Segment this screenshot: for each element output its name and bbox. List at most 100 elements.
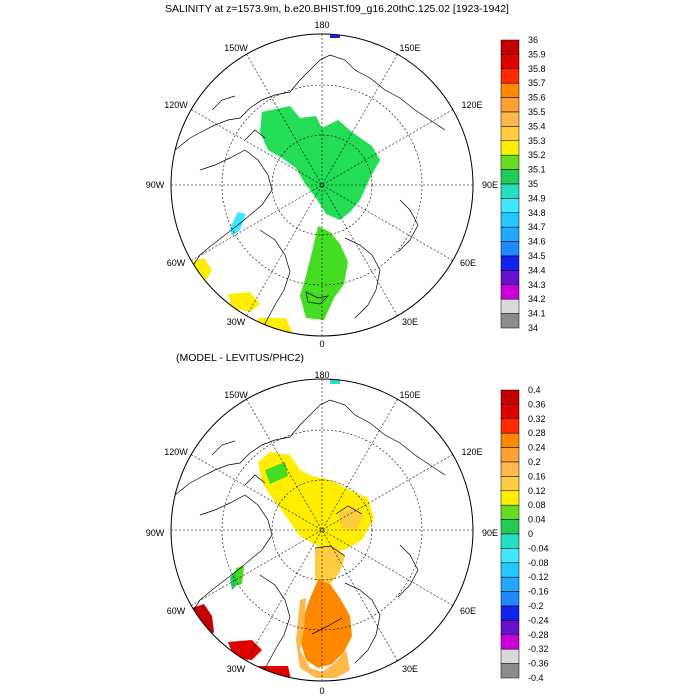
svg-text:120W: 120W	[164, 100, 188, 110]
legend-label: 0.2	[528, 457, 541, 467]
legend-swatch	[500, 389, 520, 405]
legend-swatch	[500, 169, 520, 185]
legend-swatch	[500, 663, 520, 679]
legend-swatch	[500, 461, 520, 477]
legend-swatch	[500, 476, 520, 492]
legend-label: 34	[528, 323, 538, 333]
legend-label: -0.36	[528, 659, 549, 669]
coastlines	[174, 54, 446, 331]
barents-slope-cell	[315, 546, 345, 584]
legend-label: 34.9	[528, 193, 546, 203]
legend-label: 34.7	[528, 222, 546, 232]
legend-swatch	[500, 183, 520, 199]
legend-label: 0.24	[528, 443, 546, 453]
baffin-bay-edge	[230, 570, 236, 590]
legend-label: -0.08	[528, 558, 549, 568]
legend-label: 35.5	[528, 107, 546, 117]
svg-text:180: 180	[314, 20, 329, 30]
legend-label: 34.8	[528, 208, 546, 218]
svg-text:150W: 150W	[224, 43, 248, 53]
legend-swatch	[500, 298, 520, 314]
svg-text:30W: 30W	[227, 317, 246, 327]
legend-swatch	[500, 284, 520, 300]
difference-legend: 0.4 0.36 0.32 0.28 0.24 0.2 0.16 0.12 0.08 0.04 0 -…	[500, 385, 549, 683]
legend-swatch	[500, 241, 520, 257]
legend-label: 34.2	[528, 294, 546, 304]
legend-label: 34.6	[528, 237, 546, 247]
svg-text:30E: 30E	[402, 664, 418, 674]
svg-text:30E: 30E	[402, 317, 418, 327]
fram-strait-edge	[296, 598, 350, 678]
legend-swatch	[500, 620, 520, 636]
legend-swatch	[500, 212, 520, 228]
legend-swatch	[500, 140, 520, 156]
legend-label: 35.1	[528, 165, 546, 175]
legend-label: 35.7	[528, 78, 546, 88]
legend-swatch	[500, 548, 520, 564]
legend-swatch	[500, 54, 520, 70]
legend-label: 35.2	[528, 150, 546, 160]
legend-swatch	[500, 255, 520, 271]
legend-label: -0.28	[528, 630, 549, 640]
svg-text:120W: 120W	[164, 447, 188, 457]
grid-lines	[171, 379, 473, 681]
legend-swatch	[500, 404, 520, 420]
legend-label: 0.36	[528, 399, 546, 409]
legend-swatch	[500, 39, 520, 55]
legend-label: -0.32	[528, 644, 549, 654]
fram-strait-patch	[300, 226, 348, 320]
plot-title: SALINITY at z=1573.9m, b.e20.BHIST.f09_g…	[165, 3, 509, 15]
legend-swatch	[500, 648, 520, 664]
legend-swatch	[500, 490, 520, 506]
legend-label: 0.08	[528, 500, 546, 510]
labrador-sea-patch	[192, 604, 214, 640]
north-atlantic-patch	[228, 640, 292, 681]
legend-swatch	[500, 97, 520, 113]
svg-text:0: 0	[319, 339, 324, 349]
legend-swatch	[500, 605, 520, 621]
map-salinity: 180 150E 120E 90E 60E 30E 0 30W 60W 90W …	[146, 20, 498, 349]
svg-text:150W: 150W	[224, 390, 248, 400]
legend-label: -0.24	[528, 615, 549, 625]
legend-swatch	[500, 591, 520, 607]
legend-label: 34.1	[528, 309, 546, 319]
legend-swatch	[500, 270, 520, 286]
legend-label: 0.4	[528, 385, 541, 395]
svg-text:60W: 60W	[167, 606, 186, 616]
legend-label: 35	[528, 179, 538, 189]
coastlines	[174, 399, 446, 676]
barents-cell	[338, 506, 364, 530]
legend-swatch	[500, 126, 520, 142]
svg-text:60E: 60E	[460, 258, 476, 268]
legend-label: 36	[528, 35, 538, 45]
legend-label: 34.4	[528, 265, 546, 275]
svg-text:90W: 90W	[146, 528, 165, 538]
legend-swatch	[500, 82, 520, 98]
legend-swatch	[500, 68, 520, 84]
legend-swatch	[500, 562, 520, 578]
map-border	[170, 33, 474, 337]
legend-swatch	[500, 634, 520, 650]
legend-label: 34.3	[528, 280, 546, 290]
north-atlantic-patch	[228, 292, 292, 334]
legend-label: 0.32	[528, 414, 546, 424]
legend-label: 0	[528, 529, 533, 539]
legend-label: 35.8	[528, 64, 546, 74]
fram-strait-patch	[300, 580, 352, 668]
svg-text:120E: 120E	[461, 100, 482, 110]
svg-text:90E: 90E	[482, 180, 498, 190]
grid-lines	[171, 34, 473, 336]
legend-swatch	[500, 313, 520, 329]
legend-label: 35.3	[528, 136, 546, 146]
legend-label: -0.12	[528, 572, 549, 582]
legend-swatch	[500, 198, 520, 214]
legend-label: 35.9	[528, 49, 546, 59]
legend-label: -0.16	[528, 587, 549, 597]
legend-swatch	[500, 432, 520, 448]
longitude-labels: 180 150E 120E 90E 60E 30E 0 30W 60W 90W …	[146, 370, 498, 696]
svg-text:90E: 90E	[482, 528, 498, 538]
svg-text:120E: 120E	[461, 447, 482, 457]
legend-label: 34.5	[528, 251, 546, 261]
legend-swatch	[500, 576, 520, 592]
svg-text:150E: 150E	[399, 390, 420, 400]
